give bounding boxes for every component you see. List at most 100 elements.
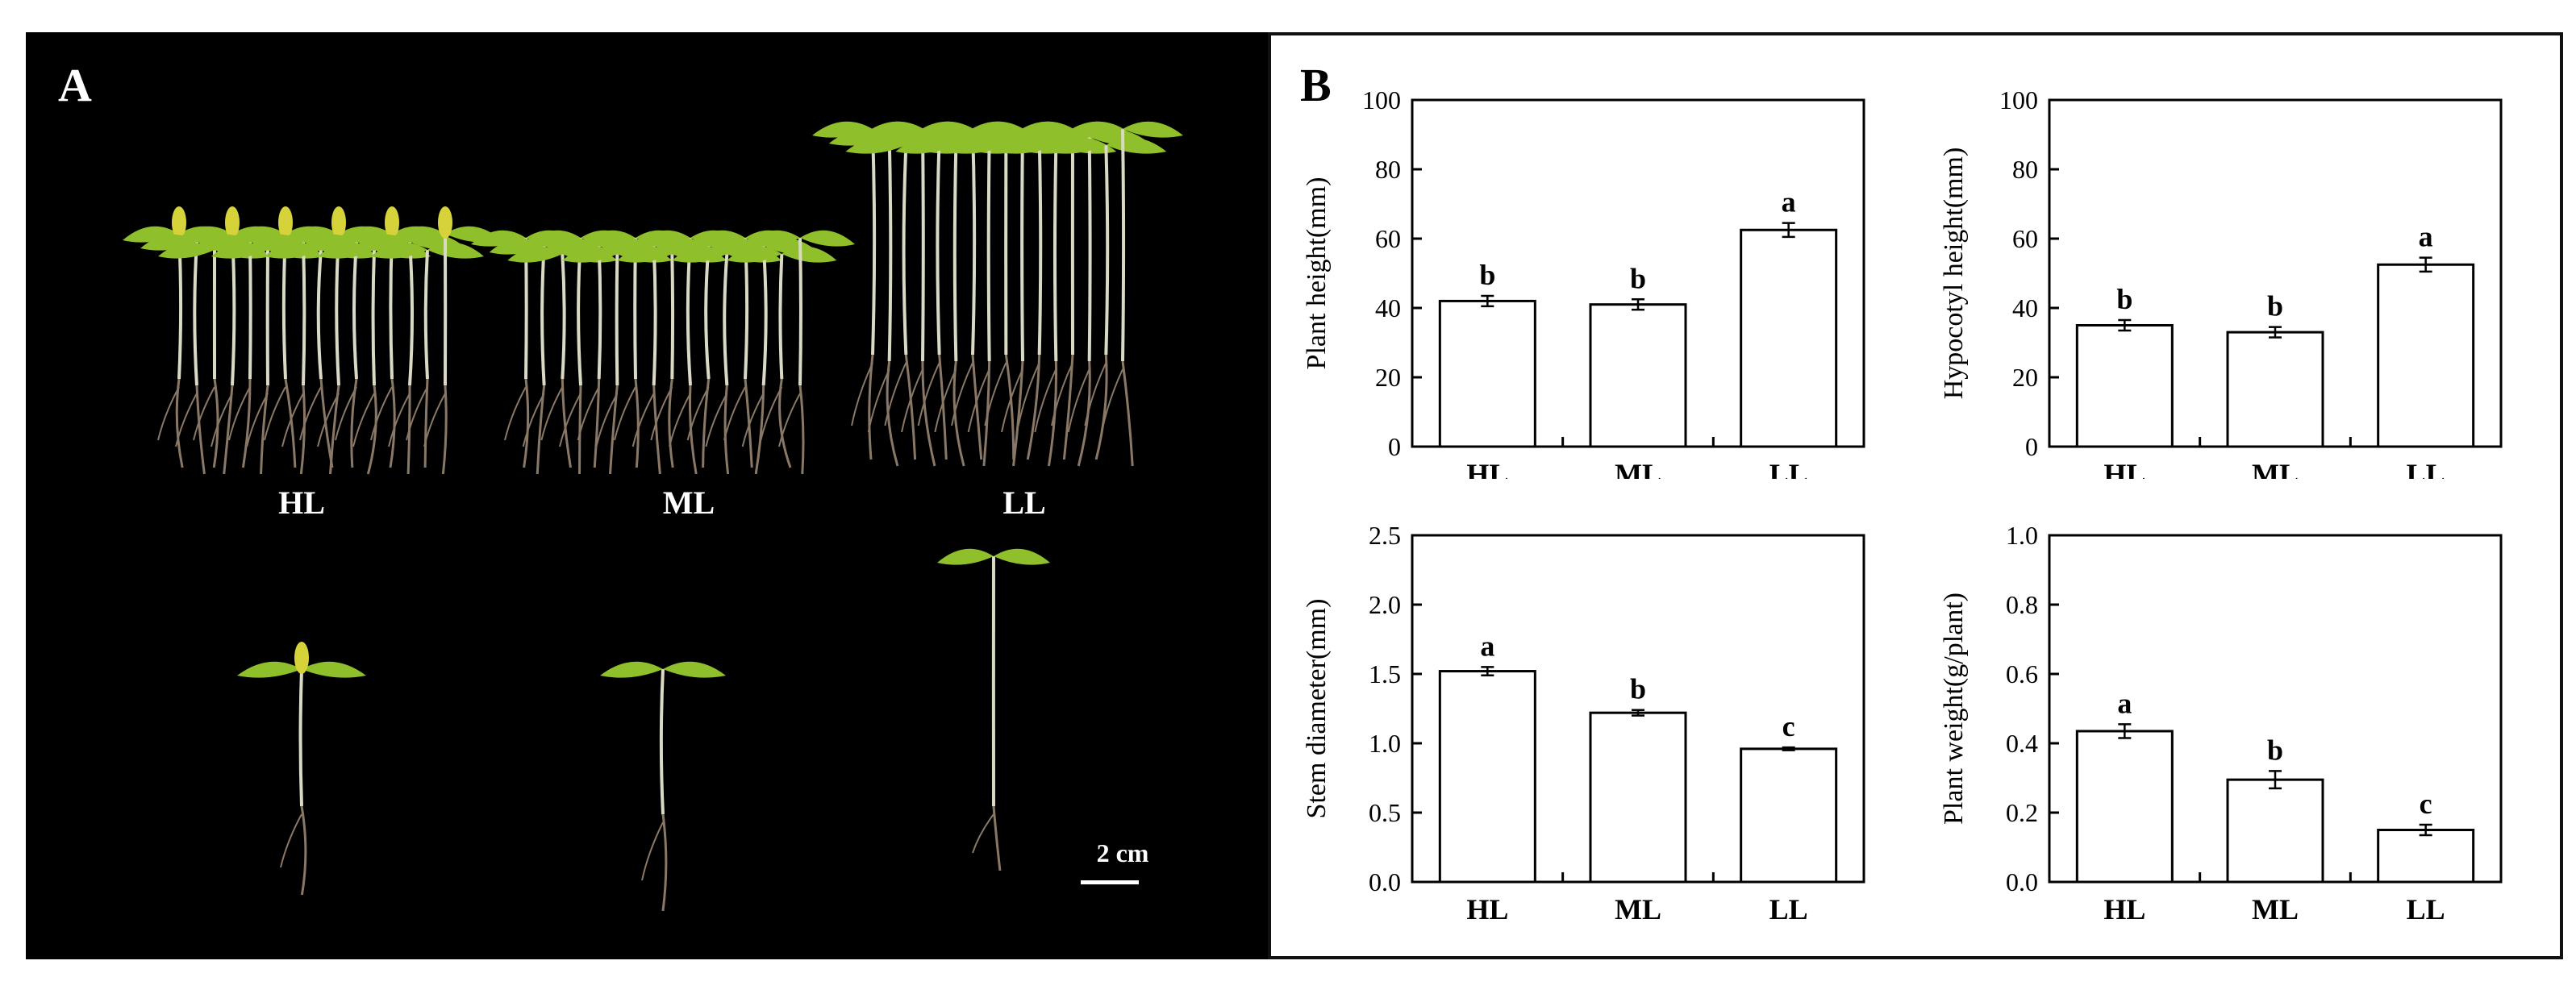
stem: [354, 242, 356, 379]
root: [524, 379, 528, 468]
root: [331, 385, 339, 474]
stem: [672, 254, 673, 379]
bar: [1440, 301, 1535, 447]
stem: [780, 254, 782, 379]
y-tick-label: 0.8: [2006, 590, 2038, 619]
bar: [1590, 713, 1686, 882]
stem: [426, 250, 427, 379]
ll-single-seedling: [937, 549, 1050, 871]
significance-letter: a: [1480, 630, 1494, 662]
bar: [2228, 780, 2323, 882]
scale-bar-label: 2 cm: [1074, 838, 1171, 868]
y-tick-label: 0.5: [1369, 798, 1401, 827]
y-tick-label: 60: [2012, 224, 2038, 253]
stem: [800, 238, 801, 385]
stem: [301, 669, 302, 806]
y-tick-label: 0: [2025, 432, 2038, 461]
group-label-ml: ML: [608, 484, 769, 522]
root: [505, 387, 526, 440]
significance-letter: a: [1782, 186, 1796, 218]
group-label-hl: HL: [221, 484, 382, 522]
root: [800, 385, 803, 474]
stem: [319, 250, 321, 379]
y-tick-label: 60: [1375, 224, 1401, 253]
stem: [873, 129, 874, 355]
y-tick-label: 1.5: [1369, 659, 1401, 688]
leaf: [302, 662, 366, 678]
bar: [1741, 230, 1836, 447]
seedling: [895, 138, 1016, 466]
y-tick-label: 0: [1388, 432, 1401, 461]
y-tick-label: 0.0: [2006, 867, 2038, 896]
y-tick-label: 0.4: [2006, 729, 2038, 758]
root: [390, 379, 394, 468]
bar-charts-panel: B 0 20 40 60 80 100 Plant height(mm) b HL b ML a LL …: [1268, 32, 2563, 959]
x-tick-label: HL: [1466, 893, 1508, 925]
stem: [410, 242, 412, 385]
y-axis-label: Stem diameter(mm): [1302, 599, 1332, 819]
significance-letter: b: [2267, 290, 2283, 322]
significance-letter: b: [1479, 259, 1495, 291]
root: [940, 355, 947, 460]
stem: [250, 242, 251, 379]
stem: [661, 669, 663, 814]
root: [642, 822, 663, 880]
root: [994, 806, 1000, 871]
stem: [764, 246, 766, 385]
significance-letter: b: [2267, 734, 2283, 766]
stem: [937, 137, 939, 355]
y-tick-label: 0.6: [2006, 659, 2038, 688]
root: [887, 361, 898, 466]
bar: [2378, 264, 2474, 447]
group-label-ll: LL: [944, 484, 1105, 522]
significance-letter: a: [2117, 687, 2132, 719]
stem: [562, 254, 564, 379]
stem: [1040, 137, 1041, 355]
root: [756, 385, 763, 474]
plant-weight-chart: 0.00.20.40.60.81.0Plant weight(g/plant) a…: [1908, 471, 2553, 930]
seedling: [979, 130, 1100, 460]
seedling: [1045, 138, 1166, 460]
seedling: [812, 122, 933, 460]
y-axis-label: Plant height(mm): [1302, 177, 1332, 370]
stem-diameter-chart: 0.00.51.01.52.02.5Stem diameter(mm) aHLbM…: [1271, 471, 1916, 930]
root: [780, 379, 790, 468]
y-tick-label: 100: [1999, 85, 2038, 114]
root: [973, 814, 994, 853]
y-tick-label: 0.2: [2006, 798, 2038, 827]
bud: [385, 206, 399, 239]
root: [954, 361, 964, 466]
hl-seedling-cluster: [123, 206, 502, 474]
root: [197, 385, 204, 474]
root: [1027, 355, 1039, 460]
seedling: [962, 122, 1083, 466]
stem: [303, 242, 304, 385]
y-tick-label: 2.5: [1369, 521, 1401, 550]
root: [541, 387, 562, 440]
bud: [278, 206, 293, 239]
seedling: [995, 138, 1116, 466]
x-tick-label: HL: [2103, 893, 2145, 925]
leaf: [994, 549, 1050, 565]
stem: [706, 246, 708, 379]
stem: [973, 129, 974, 355]
seedling: [353, 235, 466, 474]
root: [669, 393, 690, 447]
seedling: [912, 122, 1033, 460]
root: [663, 814, 666, 911]
stem: [989, 137, 990, 361]
seedling: [1012, 122, 1133, 460]
y-tick-label: 2.0: [1369, 590, 1401, 619]
leaf: [663, 662, 726, 678]
leaf: [600, 662, 663, 678]
leaf: [937, 549, 994, 565]
y-tick-label: 0.0: [1369, 867, 1401, 896]
root: [224, 385, 232, 474]
seedling: [1029, 130, 1150, 466]
ll-seedling-cluster: [812, 122, 1183, 466]
root: [1006, 355, 1013, 460]
root: [302, 806, 306, 895]
bar: [2077, 731, 2172, 882]
y-tick-label: 20: [1375, 363, 1401, 392]
significance-letter: c: [1782, 710, 1795, 742]
